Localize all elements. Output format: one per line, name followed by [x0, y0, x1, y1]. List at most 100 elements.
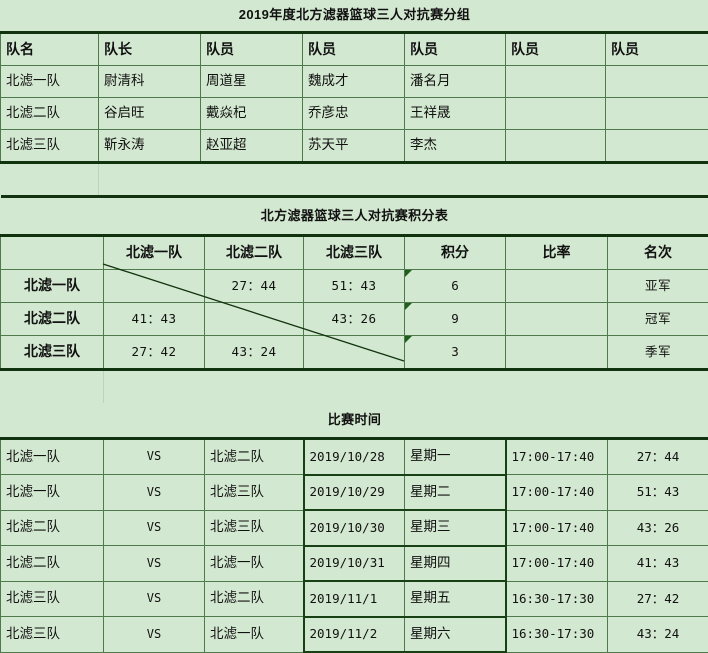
schedule-time[interactable]: 17:00-17:40: [506, 510, 608, 546]
table-row[interactable]: 北滤二队 VS 北滤三队 2019/10/30 星期三 17:00-17:40 …: [1, 510, 708, 546]
group-cell[interactable]: 苏天平: [303, 130, 405, 163]
standings-points[interactable]: 3: [405, 336, 506, 370]
schedule-team-a[interactable]: 北滤二队: [1, 510, 104, 546]
standings-points[interactable]: 9: [405, 303, 506, 336]
schedule-vs[interactable]: VS: [104, 546, 205, 582]
table-row[interactable]: 北滤一队 VS 北滤二队 2019/10/28 星期一 17:00-17:40 …: [1, 439, 708, 475]
standings-rank[interactable]: 季军: [608, 336, 708, 370]
schedule-vs[interactable]: VS: [104, 617, 205, 653]
group-cell[interactable]: 潘名月: [405, 66, 506, 98]
group-cell[interactable]: 周道星: [201, 66, 303, 98]
group-cell[interactable]: 赵亚超: [201, 130, 303, 163]
group-cell[interactable]: 王祥晟: [405, 98, 506, 130]
schedule-team-a[interactable]: 北滤一队: [1, 439, 104, 475]
group-cell[interactable]: 魏成才: [303, 66, 405, 98]
standings-cell[interactable]: 27：44: [205, 270, 304, 303]
schedule-date[interactable]: 2019/10/31: [304, 546, 405, 582]
schedule-time[interactable]: 16:30-17:30: [506, 581, 608, 617]
group-cell[interactable]: 戴焱杞: [201, 98, 303, 130]
schedule-team-b[interactable]: 北滤一队: [205, 617, 304, 653]
table-row[interactable]: 北滤一队 27：44 51：43 6 亚军: [1, 270, 708, 303]
group-cell[interactable]: [506, 130, 606, 163]
standings-ratio[interactable]: [506, 270, 608, 303]
schedule-date[interactable]: 2019/10/28: [304, 439, 405, 475]
schedule-vs[interactable]: VS: [104, 439, 205, 475]
schedule-result[interactable]: 27：42: [608, 581, 708, 617]
standings-cell[interactable]: 43：26: [304, 303, 405, 336]
standings-row-team[interactable]: 北滤二队: [1, 303, 104, 336]
schedule-vs[interactable]: VS: [104, 475, 205, 511]
schedule-vs[interactable]: VS: [104, 581, 205, 617]
standings-cell[interactable]: 51：43: [304, 270, 405, 303]
group-cell[interactable]: [606, 66, 708, 98]
schedule-time[interactable]: 17:00-17:40: [506, 546, 608, 582]
schedule-result[interactable]: 41：43: [608, 546, 708, 582]
group-cell[interactable]: 谷启旺: [99, 98, 201, 130]
group-cell[interactable]: [606, 98, 708, 130]
group-cell[interactable]: 靳永涛: [99, 130, 201, 163]
standings-cell[interactable]: 41：43: [104, 303, 205, 336]
schedule-weekday[interactable]: 星期五: [405, 581, 506, 617]
schedule-team-b[interactable]: 北滤三队: [205, 475, 304, 511]
group-cell[interactable]: [606, 130, 708, 163]
standings-cell[interactable]: 43：24: [205, 336, 304, 370]
group-cell[interactable]: 北滤一队: [1, 66, 99, 98]
standings-cell-self[interactable]: [205, 303, 304, 336]
standings-cell[interactable]: 27：42: [104, 336, 205, 370]
group-cell[interactable]: 北滤三队: [1, 130, 99, 163]
schedule-result[interactable]: 43：24: [608, 617, 708, 653]
schedule-team-b[interactable]: 北滤二队: [205, 439, 304, 475]
schedule-result[interactable]: 51：43: [608, 475, 708, 511]
schedule-weekday[interactable]: 星期四: [405, 546, 506, 582]
schedule-team-b[interactable]: 北滤二队: [205, 581, 304, 617]
schedule-team-b[interactable]: 北滤一队: [205, 546, 304, 582]
table-row[interactable]: 北滤三队 27：42 43：24 3 季军: [1, 336, 708, 370]
group-header-member-3: 队员: [405, 33, 506, 66]
group-cell[interactable]: 北滤二队: [1, 98, 99, 130]
group-header-member-5: 队员: [606, 33, 708, 66]
standings-cell-self[interactable]: [304, 336, 405, 370]
schedule-weekday[interactable]: 星期六: [405, 617, 506, 653]
standings-row-team[interactable]: 北滤三队: [1, 336, 104, 370]
table-row[interactable]: 北滤一队 VS 北滤三队 2019/10/29 星期二 17:00-17:40 …: [1, 475, 708, 511]
standings-ratio[interactable]: [506, 336, 608, 370]
schedule-team-b[interactable]: 北滤三队: [205, 510, 304, 546]
standings-rank[interactable]: 亚军: [608, 270, 708, 303]
schedule-weekday[interactable]: 星期二: [405, 475, 506, 511]
schedule-time[interactable]: 17:00-17:40: [506, 439, 608, 475]
group-cell[interactable]: 李杰: [405, 130, 506, 163]
schedule-date[interactable]: 2019/10/29: [304, 475, 405, 511]
standings-points[interactable]: 6: [405, 270, 506, 303]
schedule-team-a[interactable]: 北滤二队: [1, 546, 104, 582]
schedule-team-a[interactable]: 北滤三队: [1, 617, 104, 653]
group-cell[interactable]: 乔彦忠: [303, 98, 405, 130]
standings-rank[interactable]: 冠军: [608, 303, 708, 336]
group-cell[interactable]: [506, 98, 606, 130]
schedule-result[interactable]: 27：44: [608, 439, 708, 475]
group-cell[interactable]: [506, 66, 606, 98]
table-row[interactable]: 北滤三队 VS 北滤一队 2019/11/2 星期六 16:30-17:30 4…: [1, 617, 708, 653]
group-cell[interactable]: 尉清科: [99, 66, 201, 98]
schedule-time[interactable]: 17:00-17:40: [506, 475, 608, 511]
standings-header-team-2: 北滤二队: [205, 236, 304, 270]
table-row[interactable]: 北滤三队 VS 北滤二队 2019/11/1 星期五 16:30-17:30 2…: [1, 581, 708, 617]
table-row[interactable]: 北滤二队 41：43 43：26 9 冠军: [1, 303, 708, 336]
standings-cell-self[interactable]: [104, 270, 205, 303]
schedule-time[interactable]: 16:30-17:30: [506, 617, 608, 653]
standings-ratio[interactable]: [506, 303, 608, 336]
schedule-team-a[interactable]: 北滤三队: [1, 581, 104, 617]
schedule-weekday[interactable]: 星期一: [405, 439, 506, 475]
schedule-vs[interactable]: VS: [104, 510, 205, 546]
schedule-date[interactable]: 2019/11/2: [304, 617, 405, 653]
standings-header-team-3: 北滤三队: [304, 236, 405, 270]
schedule-weekday[interactable]: 星期三: [405, 510, 506, 546]
schedule-date[interactable]: 2019/11/1: [304, 581, 405, 617]
table-row[interactable]: 北滤三队 靳永涛 赵亚超 苏天平 李杰: [1, 130, 708, 163]
schedule-team-a[interactable]: 北滤一队: [1, 475, 104, 511]
standings-row-team[interactable]: 北滤一队: [1, 270, 104, 303]
schedule-date[interactable]: 2019/10/30: [304, 510, 405, 546]
table-row[interactable]: 北滤一队 尉清科 周道星 魏成才 潘名月: [1, 66, 708, 98]
table-row[interactable]: 北滤二队 VS 北滤一队 2019/10/31 星期四 17:00-17:40 …: [1, 546, 708, 582]
schedule-result[interactable]: 43：26: [608, 510, 708, 546]
table-row[interactable]: 北滤二队 谷启旺 戴焱杞 乔彦忠 王祥晟: [1, 98, 708, 130]
